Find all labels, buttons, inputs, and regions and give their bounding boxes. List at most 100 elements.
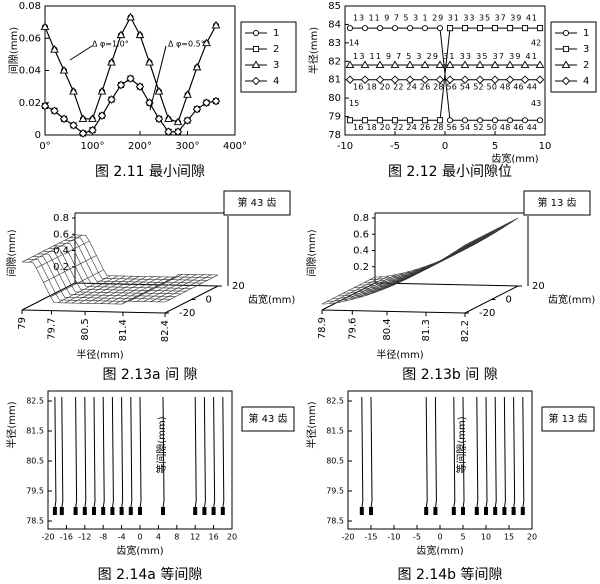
- y-tick-label: -20: [179, 308, 195, 319]
- marker: [461, 25, 469, 32]
- contour-label: [359, 507, 364, 515]
- contour-line: [221, 396, 225, 516]
- point-label: 16 18 20 22 24 26 28 56 54 52 50 48 46 4…: [353, 83, 537, 92]
- surface-mesh: [374, 217, 519, 278]
- marker: [536, 117, 544, 124]
- x-tick-label: -4: [118, 533, 126, 542]
- x-tick-label: -8: [99, 533, 107, 542]
- y-tick-label: 78.5: [326, 517, 344, 526]
- contour-line: [101, 396, 105, 516]
- marker: [376, 117, 384, 124]
- y-tick-label: -20: [479, 308, 495, 319]
- contour-label: [73, 507, 78, 515]
- z-tick-label: 0.4: [53, 246, 69, 257]
- marker: [211, 20, 221, 29]
- x-tick-label: 16: [209, 533, 219, 542]
- x-tick-label: 0: [442, 141, 448, 152]
- legend-box: [550, 21, 597, 93]
- contour-line: [475, 396, 479, 516]
- contour-label: [424, 507, 429, 515]
- marker: [445, 75, 455, 84]
- marker: [78, 129, 88, 138]
- marker: [391, 117, 399, 124]
- marker: [436, 25, 444, 32]
- marker: [460, 75, 470, 84]
- marker: [406, 117, 414, 124]
- contour-line: [202, 396, 206, 516]
- legend-label: 2: [583, 60, 589, 71]
- contour-line: [484, 396, 488, 516]
- contour-line: [369, 396, 373, 516]
- marker: [88, 114, 97, 122]
- y-tick-label: 78.5: [26, 517, 44, 526]
- marker: [375, 75, 385, 84]
- z-tick-label: 0.4: [353, 246, 369, 257]
- x-tick-label: -5: [390, 141, 400, 152]
- point-label: 43: [531, 99, 541, 108]
- series-line: [350, 27, 540, 121]
- x-tick-label: -5: [413, 533, 421, 542]
- x-tick-label: -10: [337, 141, 353, 152]
- surface-mesh: [27, 259, 171, 302]
- marker: [506, 117, 514, 124]
- point-label: 42: [531, 38, 541, 47]
- note: 第 13 齿: [537, 196, 576, 209]
- surface-mesh: [21, 261, 166, 305]
- x-axis-label: 齿宽(mm): [491, 152, 538, 165]
- marker: [107, 95, 116, 104]
- y-tick-label: 80: [328, 93, 341, 104]
- contour-label: [128, 507, 133, 515]
- marker: [561, 76, 571, 86]
- marker: [164, 114, 173, 122]
- y-tick-label: 80.5: [26, 457, 44, 466]
- x-tick-label: -10: [387, 533, 400, 542]
- marker: [154, 86, 164, 95]
- contour-line: [92, 396, 96, 516]
- contour-line: [74, 396, 78, 516]
- legend-label: 3: [583, 44, 589, 55]
- contour-line: [60, 396, 64, 516]
- contour-line: [120, 396, 124, 516]
- x-tick-label: 0: [137, 533, 142, 542]
- marker: [420, 75, 430, 84]
- y-axis-label: 半径(mm): [305, 401, 318, 448]
- surface-mesh: [369, 220, 513, 280]
- marker: [59, 114, 69, 124]
- point-label: 14: [349, 38, 359, 47]
- y-tick-label: 20: [232, 281, 245, 292]
- contour-label: [138, 507, 142, 515]
- marker: [536, 25, 544, 32]
- y-tick-label: 81.5: [326, 427, 344, 436]
- marker: [116, 80, 126, 90]
- x-tick-label: 300°: [175, 141, 199, 152]
- contour-label: [502, 507, 507, 515]
- contour-label: [52, 507, 57, 515]
- note-box: [241, 406, 295, 432]
- figure-panel: 78.5 79.5 80.5 81.5 82.5 -20 -16 -12 -8 -4 0 4 8 12 16…: [5, 390, 295, 583]
- note: 第 43 齿: [237, 196, 276, 209]
- x-tick-label: 5: [492, 141, 498, 152]
- marker: [360, 60, 370, 69]
- contour-line: [53, 396, 57, 516]
- series-line: [44, 16, 217, 123]
- marker: [445, 60, 455, 69]
- x-tick-label: 79.6: [347, 318, 358, 340]
- marker: [506, 25, 514, 32]
- surface-mesh: [69, 237, 213, 281]
- contour-label: [433, 507, 438, 515]
- marker: [173, 117, 183, 126]
- surface-mesh: [364, 223, 508, 283]
- x-tick-label: 81.4: [118, 319, 129, 341]
- surface-mesh: [74, 234, 219, 278]
- marker: [491, 25, 499, 32]
- figure-caption: 图 2.14a 等间隙: [98, 566, 203, 583]
- x-tick-label: 10: [481, 533, 491, 542]
- marker: [40, 22, 50, 31]
- x-tick-label: -20: [41, 533, 54, 542]
- annotation: Δ φ=1.0°: [92, 40, 129, 49]
- z-axis-label: 间隙(mm): [5, 229, 18, 276]
- x-tick-label: 20: [227, 533, 237, 542]
- figure-panel: 0.2 0.4 0.6 0.8 79 79.7 80.5 81.4 82.4 -20 0 20 间隙(m…: [5, 190, 295, 383]
- surface-mesh: [353, 228, 497, 289]
- marker: [69, 86, 78, 95]
